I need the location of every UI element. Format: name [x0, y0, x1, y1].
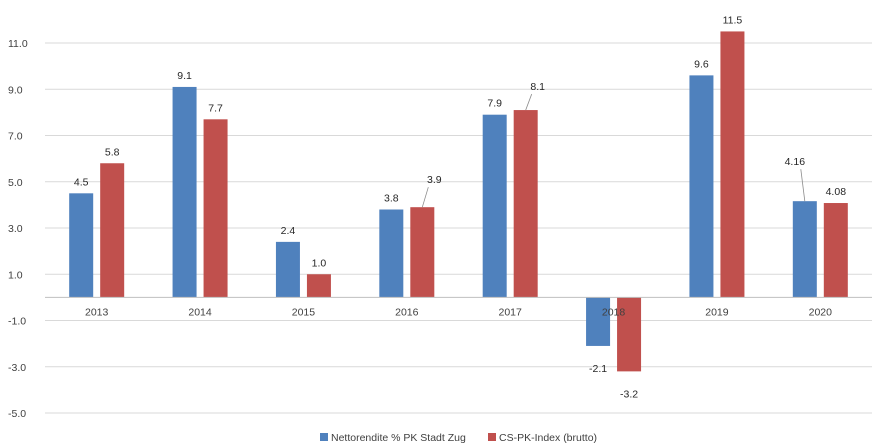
- bar-nettorendite-2020: [792, 201, 817, 298]
- x-tick-label: 2017: [499, 306, 523, 318]
- y-tick-label: -3.0: [8, 362, 26, 374]
- y-tick-label: -5.0: [8, 408, 26, 420]
- data-label: 9.6: [694, 58, 709, 70]
- data-label: 11.5: [723, 14, 743, 26]
- y-tick-label: 1.0: [8, 269, 23, 281]
- bar-cs-pk-index-2014: [203, 119, 228, 298]
- legend-label-nettorendite: Nettorendite % PK Stadt Zug: [331, 432, 466, 444]
- legend-label-cs-pk-index: CS-PK-Index (brutto): [499, 432, 597, 444]
- data-label: 7.7: [208, 102, 223, 114]
- data-label: 4.16: [785, 156, 806, 168]
- y-tick-label: 5.0: [8, 177, 23, 189]
- bar-cs-pk-index-2018: [617, 297, 642, 372]
- data-label: 9.1: [177, 70, 192, 82]
- y-tick-label: 7.0: [8, 131, 23, 143]
- x-tick-label: 2020: [809, 306, 833, 318]
- gridlines: [45, 42, 872, 414]
- data-label: 2.4: [281, 225, 296, 237]
- data-label: 4.08: [826, 186, 847, 198]
- leader-line: [800, 169, 806, 202]
- leader-line: [525, 93, 533, 111]
- legend: Nettorendite % PK Stadt Zug CS-PK-Index …: [320, 432, 597, 444]
- data-label: 5.8: [105, 146, 120, 158]
- leader-line: [421, 187, 429, 208]
- y-tick-label: 11.0: [8, 38, 28, 50]
- data-label: -3.2: [620, 388, 638, 400]
- bar-nettorendite-2013: [69, 193, 94, 298]
- x-tick-label: 2014: [188, 306, 212, 318]
- bar-nettorendite-2015: [275, 241, 300, 298]
- y-tick-label: 9.0: [8, 84, 23, 96]
- x-tick-label: 2018: [602, 306, 626, 318]
- bars: [69, 31, 848, 372]
- bar-nettorendite-2014: [172, 86, 197, 298]
- bar-cs-pk-index-2020: [823, 203, 848, 298]
- data-label: 3.8: [384, 193, 399, 205]
- x-tick-label: 2019: [705, 306, 729, 318]
- bar-cs-pk-index-2013: [100, 163, 125, 298]
- data-label: 3.9: [427, 174, 442, 186]
- bar-nettorendite-2018: [586, 297, 611, 346]
- legend-swatch-cs-pk-index: [488, 433, 496, 441]
- data-label: 7.9: [487, 98, 502, 110]
- bar-cs-pk-index-2015: [306, 274, 331, 298]
- bar-nettorendite-2016: [379, 209, 404, 298]
- bar-nettorendite-2017: [482, 114, 507, 298]
- x-tick-label: 2013: [85, 306, 109, 318]
- y-tick-label: -1.0: [8, 316, 26, 328]
- data-label: 4.5: [74, 176, 89, 188]
- bar-cs-pk-index-2016: [410, 207, 435, 298]
- legend-swatch-nettorendite: [320, 433, 328, 441]
- y-tick-label: 3.0: [8, 223, 23, 235]
- data-label: 8.1: [530, 81, 545, 93]
- bar-cs-pk-index-2017: [513, 110, 538, 298]
- data-label: -2.1: [589, 363, 607, 375]
- x-tick-label: 2015: [292, 306, 316, 318]
- data-labels: 4.5 5.8 9.1 7.7 2.4 1.0 3.8 3.9 7.9 8.1 -2.1 -3.2 9.…: [74, 14, 846, 400]
- x-tick-label: 2016: [395, 306, 419, 318]
- data-label: 1.0: [312, 257, 327, 269]
- axes: -5.0 -3.0 -1.0 1.0 3.0 5.0 7.0 9.0 11.0 2013 2014 2…: [8, 38, 872, 420]
- bar-nettorendite-2019: [689, 75, 714, 298]
- bar-cs-pk-index-2019: [720, 31, 745, 298]
